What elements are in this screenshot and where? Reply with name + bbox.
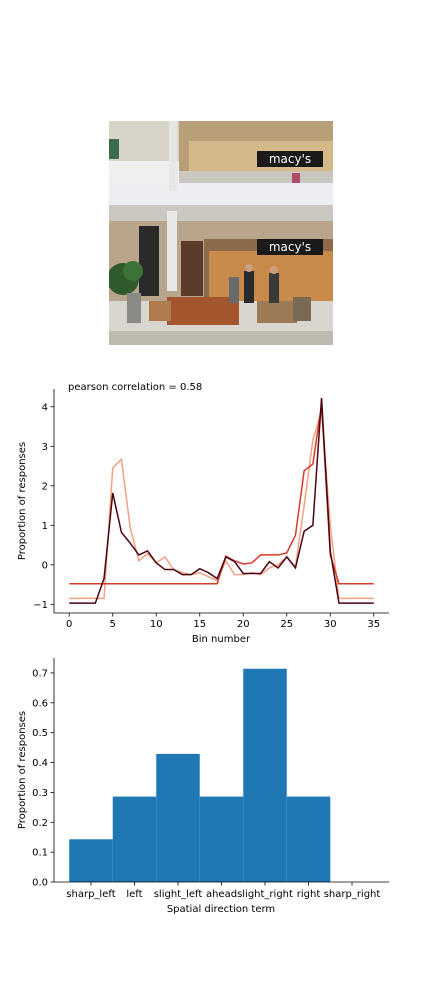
line-chart: pearson correlation = 0.58 0 5 10 15 20 25 30 3… <box>17 382 389 645</box>
x-tick-label: 0 <box>66 619 72 630</box>
bar-right <box>286 796 331 882</box>
x-tick-label: 10 <box>150 619 163 630</box>
x-tick-label: right <box>297 889 321 900</box>
x-tick-label: sharp_left <box>66 889 115 900</box>
x-ticks: 0 5 10 15 20 25 30 35 <box>66 613 380 630</box>
y-ticks: 0.0 0.1 0.2 0.3 0.4 0.5 0.6 0.7 <box>32 668 54 889</box>
y-axis-label: Proportion of responses <box>17 442 28 560</box>
x-tick-label: ahead <box>206 889 237 900</box>
x-tick-label: 35 <box>367 619 380 630</box>
y-tick-label: 0.6 <box>32 698 48 709</box>
y-tick-label: 0.5 <box>32 728 48 739</box>
y-tick-label: 3 <box>42 442 48 453</box>
bars-group <box>69 668 331 882</box>
x-axis-label: Bin number <box>192 634 251 645</box>
x-tick-label: 15 <box>193 619 206 630</box>
y-tick-label: −1 <box>33 600 48 611</box>
mall-photo: macy's macy's <box>109 121 333 345</box>
x-tick-label: slight_left <box>154 889 203 900</box>
y-tick-label: 1 <box>42 521 48 532</box>
x-tick-label: 25 <box>280 619 293 630</box>
photo-icon: macy's macy's <box>109 121 333 345</box>
y-axis-label: Proportion of responses <box>17 711 28 829</box>
bar-slight_right <box>243 668 287 882</box>
upper-sign-text: macy's <box>269 152 311 166</box>
x-ticks: sharp_left left slight_left ahead slight_rig… <box>66 882 380 900</box>
x-tick-label: slight_right <box>237 889 293 900</box>
y-tick-label: 0.0 <box>32 878 48 889</box>
bar-left <box>112 796 157 882</box>
x-tick-label: 5 <box>110 619 116 630</box>
y-tick-label: 0.1 <box>32 848 48 859</box>
x-tick-label: sharp_right <box>324 889 381 900</box>
x-tick-label: left <box>126 889 142 900</box>
series-line-3 <box>69 398 374 604</box>
bar-chart: sharp_left left slight_left ahead slight_rig… <box>17 658 389 915</box>
y-tick-label: 0 <box>42 560 48 571</box>
bar-ahead <box>199 796 244 882</box>
x-axis-label: Spatial direction term <box>167 904 275 915</box>
x-tick-label: 30 <box>324 619 337 630</box>
y-ticks: −1 0 1 2 3 4 <box>33 402 54 611</box>
y-tick-label: 0.3 <box>32 788 48 799</box>
y-tick-label: 0.7 <box>32 668 48 679</box>
chart-annotation: pearson correlation = 0.58 <box>68 382 202 393</box>
line-series-group <box>69 398 374 604</box>
x-tick-label: 20 <box>237 619 250 630</box>
bar-sharp_left <box>69 839 113 882</box>
bar-slight_left <box>156 753 200 882</box>
y-tick-label: 4 <box>42 402 48 413</box>
y-tick-label: 0.2 <box>32 818 48 829</box>
y-tick-label: 2 <box>42 481 48 492</box>
y-tick-label: 0.4 <box>32 758 48 769</box>
lower-sign-text: macy's <box>269 240 311 254</box>
